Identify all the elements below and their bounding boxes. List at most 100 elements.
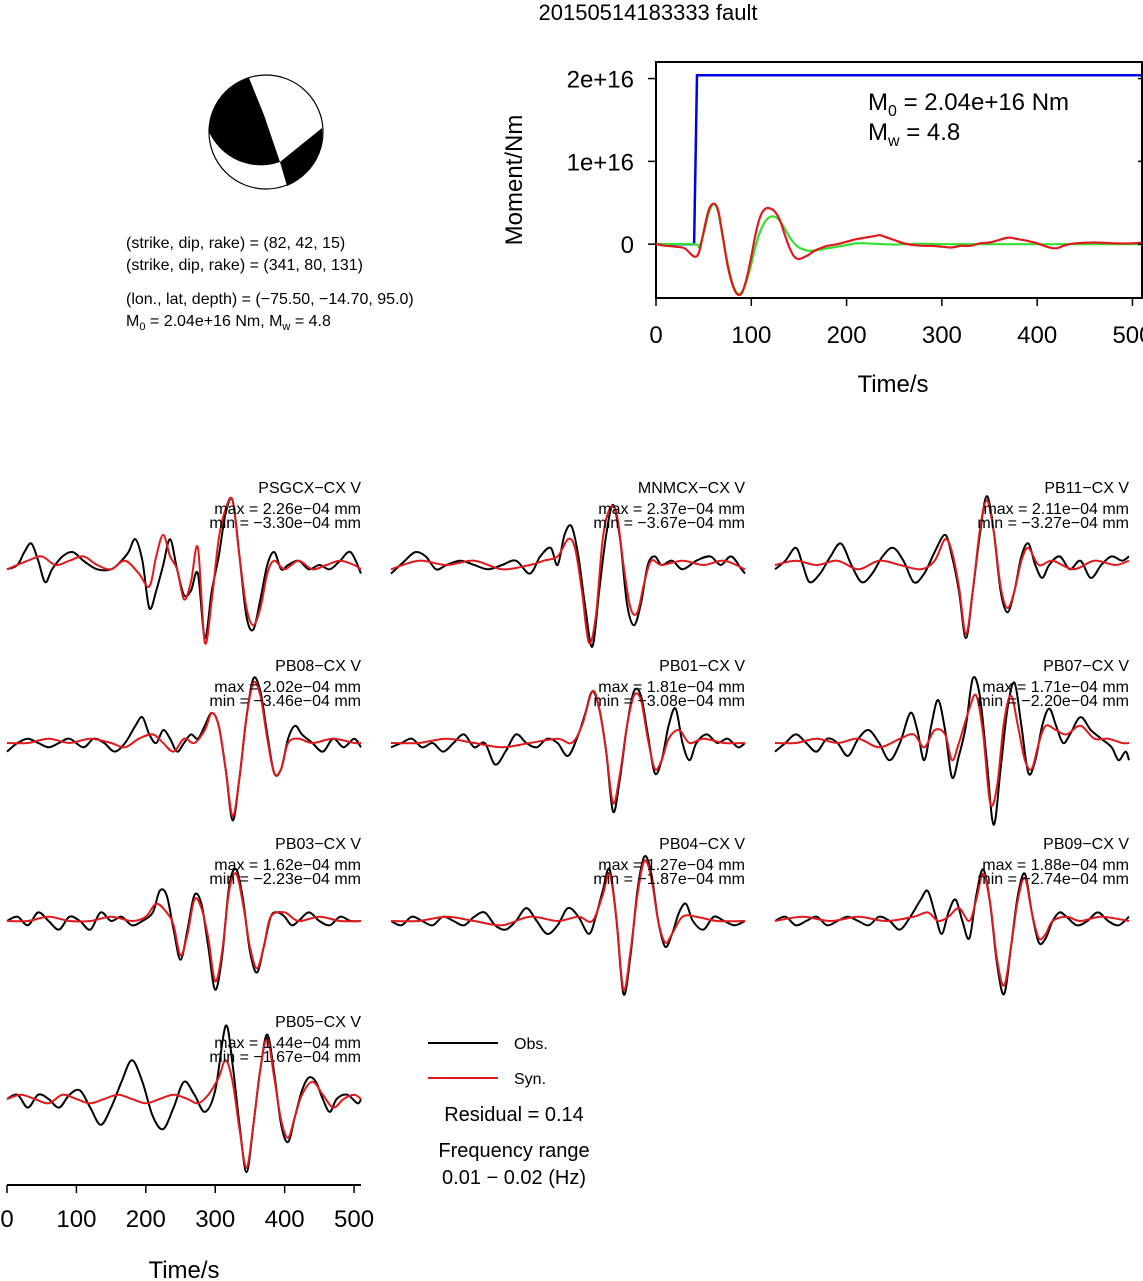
station-max: max = 2.02e−04 mm xyxy=(214,679,361,696)
moment-function-chart: 0 100 200 300 400 500 0 1e+16 2e+16 Time/s Momen… xyxy=(501,61,1143,398)
beachball-compression-right xyxy=(280,128,323,186)
moment-ytick-label: 2e+16 xyxy=(567,67,634,94)
moment-ytick-label: 0 xyxy=(621,232,634,259)
moment-xtick-label: 400 xyxy=(1017,322,1057,349)
moment-series-group xyxy=(655,73,1143,297)
moment-m0-annotation: M0 = 2.04e+16 Nm xyxy=(868,89,1069,120)
station-min: min = −3.30e−04 mm xyxy=(209,515,361,532)
waveform-xtick-label: 300 xyxy=(195,1206,235,1233)
moment-m0-rest: = 2.04e+16 Nm xyxy=(897,89,1069,116)
syn-trace xyxy=(390,689,746,805)
m0-rest: = 2.04e+16 Nm, M xyxy=(145,313,282,330)
legend-obs-label: Obs. xyxy=(514,1036,548,1053)
syn-trace xyxy=(6,1037,362,1169)
waveform-time-axis: 0 100 200 300 400 500 xyxy=(0,1184,374,1233)
station-label: PB04−CX V xyxy=(659,836,745,853)
station-max: max = 2.11e−04 mm xyxy=(983,501,1129,518)
station-label: PB07−CX V xyxy=(1043,658,1129,675)
syn-trace xyxy=(774,872,1130,987)
mw-sub: w xyxy=(281,321,290,333)
beachball xyxy=(208,74,324,190)
station-min: min = −1.87e−04 mm xyxy=(593,871,745,888)
moment-series-2 xyxy=(655,202,1143,297)
mw-rest: = 4.8 xyxy=(290,313,331,330)
moment-xtick-label: 300 xyxy=(922,322,962,349)
frequency-title: Frequency range xyxy=(438,1140,589,1162)
moment-magnitude-line: M0 = 2.04e+16 Nm, Mw = 4.8 xyxy=(126,313,331,333)
moment-mw-prefix: M xyxy=(868,119,888,146)
legend: Obs. Syn. Residual = 0.14 Frequency rang… xyxy=(428,1036,590,1189)
waveform-xtick-label: 200 xyxy=(126,1206,166,1233)
m0-sub: 0 xyxy=(139,321,145,333)
moment-plot-frame xyxy=(655,61,1143,299)
station-label: MNMCX−CX V xyxy=(638,480,745,497)
station-min: min = −2.74e−04 mm xyxy=(977,871,1129,888)
beachball-compression-left xyxy=(209,78,280,166)
station-max: max = 1.88e−04 mm xyxy=(982,857,1129,874)
obs-trace xyxy=(774,868,1130,996)
moment-m0-sub: 0 xyxy=(888,103,897,120)
obs-trace xyxy=(774,495,1130,640)
station-min: min = −3.08e−04 mm xyxy=(593,693,745,710)
station-label: PB05−CX V xyxy=(275,1014,361,1031)
station-min: min = −2.20e−04 mm xyxy=(977,693,1129,710)
frequency-value: 0.01 − 0.02 (Hz) xyxy=(442,1167,586,1189)
waveform-xtick-label: 100 xyxy=(56,1206,96,1233)
syn-trace xyxy=(6,680,362,818)
waveform-xtick-label: 0 xyxy=(0,1206,13,1233)
syn-trace xyxy=(390,505,746,645)
moment-m0-prefix: M xyxy=(868,89,888,116)
moment-series-1 xyxy=(655,203,1142,296)
station-min: min = −2.23e−04 mm xyxy=(209,871,361,888)
station-min: min = −3.46e−04 mm xyxy=(209,693,361,710)
solution-text: (strike, dip, rake) = (82, 42, 15) (stri… xyxy=(126,235,414,333)
figure-title: 20150514183333 fault xyxy=(539,0,758,25)
moment-xlabel: Time/s xyxy=(857,371,928,398)
nodal-plane-1: (strike, dip, rake) = (82, 42, 15) xyxy=(126,235,345,252)
syn-trace xyxy=(390,859,746,992)
obs-trace xyxy=(390,503,746,648)
location-depth: (lon., lat, depth) = (−75.50, −14.70, 95… xyxy=(126,291,414,308)
station-min: min = −3.27e−04 mm xyxy=(977,515,1129,532)
moment-xtick-label: 100 xyxy=(731,322,771,349)
syn-trace xyxy=(6,872,362,983)
legend-syn-label: Syn. xyxy=(514,1071,546,1088)
station-label: PB09−CX V xyxy=(1043,836,1129,853)
obs-trace xyxy=(6,1024,362,1174)
station-max: max = 1.62e−04 mm xyxy=(214,857,361,874)
station-label: PB03−CX V xyxy=(275,836,361,853)
waveform-xtick-label: 500 xyxy=(334,1206,374,1233)
station-min: min = −3.67e−04 mm xyxy=(593,515,745,532)
station-max: max = 1.27e−04 mm xyxy=(598,857,745,874)
moment-xtick-label: 0 xyxy=(649,322,662,349)
station-label: PSGCX−CX V xyxy=(258,480,361,497)
station-min: min = −1.67e−04 mm xyxy=(209,1049,361,1066)
station-label: PB01−CX V xyxy=(659,658,745,675)
station-label: PB08−CX V xyxy=(275,658,361,675)
moment-ylabel: Moment/Nm xyxy=(501,115,528,246)
station-label: PB11−CX V xyxy=(1044,480,1129,497)
syn-trace xyxy=(6,496,362,645)
residual-text: Residual = 0.14 xyxy=(444,1104,584,1126)
obs-trace xyxy=(390,854,746,996)
m0-prefix: M xyxy=(126,313,139,330)
waveform-xtick-label: 400 xyxy=(265,1206,305,1233)
obs-trace xyxy=(774,676,1130,826)
syn-trace xyxy=(774,693,1130,808)
nodal-plane-2: (strike, dip, rake) = (341, 80, 131) xyxy=(126,257,363,274)
moment-xtick-label: 500 xyxy=(1112,322,1143,349)
station-max: max = 1.44e−04 mm xyxy=(214,1035,361,1052)
waveform-xlabel: Time/s xyxy=(148,1257,219,1281)
station-max: max = 2.26e−04 mm xyxy=(214,501,361,518)
moment-xtick-label: 200 xyxy=(827,322,867,349)
